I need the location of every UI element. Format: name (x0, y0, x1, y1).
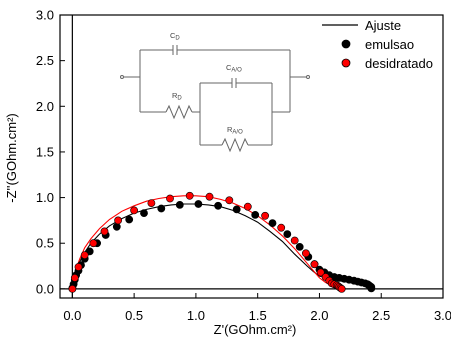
label-cao-main: C (226, 63, 232, 72)
data-point-desidratado (80, 251, 89, 259)
data-point-desidratado (310, 260, 319, 269)
legend-marker-desidratado (341, 58, 351, 68)
label-rd-main: R (172, 91, 178, 100)
data-point-emulsao (367, 284, 376, 293)
label-cao-sub: A/O (231, 68, 242, 74)
data-point-desidratado (166, 194, 174, 203)
data-point-emulsao (268, 219, 277, 227)
data-point-emulsao (283, 230, 292, 238)
data-point-desidratado (277, 223, 286, 232)
circuit-terminal-left (120, 75, 124, 79)
data-point-emulsao (295, 242, 304, 251)
data-point-desidratado (337, 284, 346, 293)
x-tick-label: 1.0 (187, 308, 205, 323)
x-tick-label: 0.0 (63, 308, 81, 323)
x-tick-label: 0.5 (125, 308, 143, 323)
data-point-desidratado (261, 211, 269, 220)
legend-label-desidratado: desidratado (365, 56, 433, 71)
data-point-emulsao (214, 201, 222, 210)
x-axis-title: Z'(GOhm.cm²) (214, 322, 297, 337)
data-point-emulsao (140, 209, 148, 217)
data-point-desidratado (114, 216, 122, 225)
data-point-desidratado (205, 192, 214, 201)
circuit-terminal-right (306, 75, 310, 79)
data-point-desidratado (243, 202, 252, 211)
data-point-emulsao (125, 215, 134, 224)
x-tick-label: 3.0 (434, 308, 451, 323)
data-point-desidratado (100, 227, 109, 236)
label-cd-main: C (170, 31, 176, 40)
data-point-desidratado (70, 273, 79, 282)
label-rao-main: R (227, 125, 233, 134)
legend: Ajuste emulsao desidratado (322, 18, 433, 71)
data-point-desidratado (316, 268, 325, 277)
equivalent-circuit-diagram (120, 45, 310, 153)
y-tick-label: 0.5 (36, 236, 54, 251)
data-point-desidratado (89, 239, 98, 248)
plot-area-frame (59, 14, 444, 299)
legend-marker-emulsao (341, 39, 351, 49)
label-cd-sub: D (175, 36, 180, 42)
y-tick-label: 2.5 (36, 53, 54, 68)
y-tick-label: 1.5 (36, 144, 54, 159)
data-point-desidratado (301, 249, 310, 258)
resistor-rao (221, 137, 249, 153)
x-tick-label: 1.5 (249, 308, 267, 323)
data-point-emulsao (194, 200, 203, 208)
label-rao-sub: A/O (232, 130, 243, 136)
data-point-desidratado (225, 196, 234, 205)
y-tick-label: 3.0 (36, 8, 54, 23)
y-axis-title-text: -Z''(GOhm.cm²) (4, 113, 19, 202)
data-point-emulsao (112, 222, 121, 231)
y-tick-label: 2.0 (36, 99, 54, 114)
label-rd: RD (172, 91, 182, 102)
axis-ticks: 0.0 0.5 1.0 1.5 2.0 2.5 3.0 0.0 0.5 1.0 1.5 2.0 2.5 3… (36, 8, 451, 324)
y-axis-title: -Z''(GOhm.cm²) (4, 113, 19, 202)
legend-label-ajuste: Ajuste (365, 18, 401, 33)
label-rd-sub: D (177, 96, 182, 102)
data-point-desidratado (147, 199, 156, 207)
x-tick-label: 2.5 (372, 308, 390, 323)
data-point-emulsao (175, 200, 184, 209)
data-point-emulsao (157, 204, 166, 213)
data-point-desidratado (68, 284, 77, 293)
legend-label-emulsao: emulsao (365, 37, 414, 52)
y-tick-label: 0.0 (36, 281, 54, 296)
data-point-desidratado (74, 263, 83, 271)
series-layer (68, 191, 376, 293)
label-cao: CA/O (226, 63, 242, 74)
y-tick-label: 1.0 (36, 190, 54, 205)
data-point-desidratado (185, 191, 194, 200)
data-point-emulsao (251, 210, 260, 219)
x-tick-label: 2.0 (310, 308, 328, 323)
data-point-desidratado (130, 206, 138, 215)
x-axis-title-text: Z'(GOhm.cm²) (214, 322, 297, 337)
label-rao: RA/O (227, 125, 243, 136)
data-point-desidratado (290, 236, 299, 245)
data-point-emulsao (232, 205, 241, 214)
resistor-rd (165, 104, 193, 120)
label-cd: CD (170, 31, 180, 42)
